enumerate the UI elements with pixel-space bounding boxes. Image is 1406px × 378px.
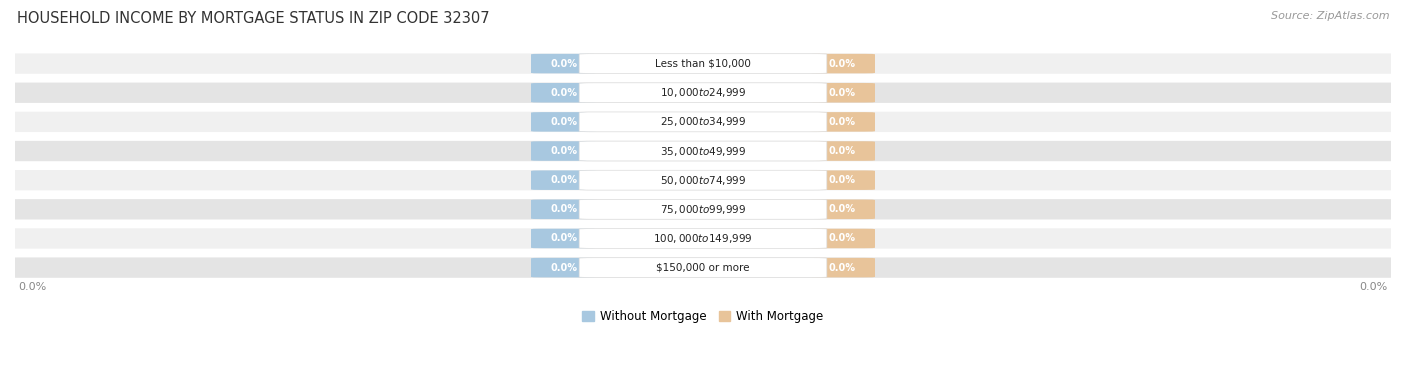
Text: 0.0%: 0.0% [828, 88, 856, 98]
Text: $35,000 to $49,999: $35,000 to $49,999 [659, 144, 747, 158]
FancyBboxPatch shape [579, 141, 827, 161]
FancyBboxPatch shape [531, 141, 596, 161]
FancyBboxPatch shape [810, 258, 875, 277]
Text: 0.0%: 0.0% [550, 88, 578, 98]
Text: 0.0%: 0.0% [550, 204, 578, 214]
FancyBboxPatch shape [1, 227, 1405, 250]
FancyBboxPatch shape [810, 83, 875, 102]
Text: 0.0%: 0.0% [550, 59, 578, 68]
FancyBboxPatch shape [531, 112, 596, 132]
Text: 0.0%: 0.0% [550, 234, 578, 243]
FancyBboxPatch shape [1, 140, 1405, 162]
FancyBboxPatch shape [579, 112, 827, 132]
Text: $75,000 to $99,999: $75,000 to $99,999 [659, 203, 747, 216]
Text: 0.0%: 0.0% [550, 175, 578, 185]
FancyBboxPatch shape [531, 258, 596, 277]
Text: $10,000 to $24,999: $10,000 to $24,999 [659, 86, 747, 99]
Text: 0.0%: 0.0% [828, 59, 856, 68]
FancyBboxPatch shape [579, 229, 827, 248]
FancyBboxPatch shape [579, 170, 827, 190]
Text: Less than $10,000: Less than $10,000 [655, 59, 751, 68]
FancyBboxPatch shape [810, 170, 875, 190]
FancyBboxPatch shape [531, 170, 596, 190]
FancyBboxPatch shape [810, 200, 875, 219]
Text: 0.0%: 0.0% [1360, 282, 1388, 292]
Text: 0.0%: 0.0% [550, 146, 578, 156]
FancyBboxPatch shape [579, 258, 827, 277]
Text: Source: ZipAtlas.com: Source: ZipAtlas.com [1271, 11, 1389, 21]
Text: $25,000 to $34,999: $25,000 to $34,999 [659, 115, 747, 129]
Text: 0.0%: 0.0% [828, 146, 856, 156]
Text: 0.0%: 0.0% [828, 263, 856, 273]
FancyBboxPatch shape [1, 256, 1405, 279]
Text: 0.0%: 0.0% [550, 263, 578, 273]
FancyBboxPatch shape [810, 112, 875, 132]
Text: $150,000 or more: $150,000 or more [657, 263, 749, 273]
Text: 0.0%: 0.0% [828, 175, 856, 185]
Text: 0.0%: 0.0% [828, 204, 856, 214]
FancyBboxPatch shape [531, 54, 596, 73]
FancyBboxPatch shape [579, 200, 827, 219]
FancyBboxPatch shape [531, 200, 596, 219]
FancyBboxPatch shape [1, 111, 1405, 133]
FancyBboxPatch shape [1, 169, 1405, 191]
FancyBboxPatch shape [1, 53, 1405, 75]
Text: 0.0%: 0.0% [828, 234, 856, 243]
FancyBboxPatch shape [579, 54, 827, 73]
Legend: Without Mortgage, With Mortgage: Without Mortgage, With Mortgage [578, 305, 828, 328]
FancyBboxPatch shape [1, 82, 1405, 104]
Text: HOUSEHOLD INCOME BY MORTGAGE STATUS IN ZIP CODE 32307: HOUSEHOLD INCOME BY MORTGAGE STATUS IN Z… [17, 11, 489, 26]
FancyBboxPatch shape [531, 83, 596, 102]
FancyBboxPatch shape [810, 54, 875, 73]
FancyBboxPatch shape [579, 83, 827, 103]
Text: 0.0%: 0.0% [828, 117, 856, 127]
FancyBboxPatch shape [810, 229, 875, 248]
Text: $100,000 to $149,999: $100,000 to $149,999 [654, 232, 752, 245]
Text: 0.0%: 0.0% [18, 282, 46, 292]
Text: $50,000 to $74,999: $50,000 to $74,999 [659, 174, 747, 187]
Text: 0.0%: 0.0% [550, 117, 578, 127]
FancyBboxPatch shape [531, 229, 596, 248]
FancyBboxPatch shape [810, 141, 875, 161]
FancyBboxPatch shape [1, 198, 1405, 220]
